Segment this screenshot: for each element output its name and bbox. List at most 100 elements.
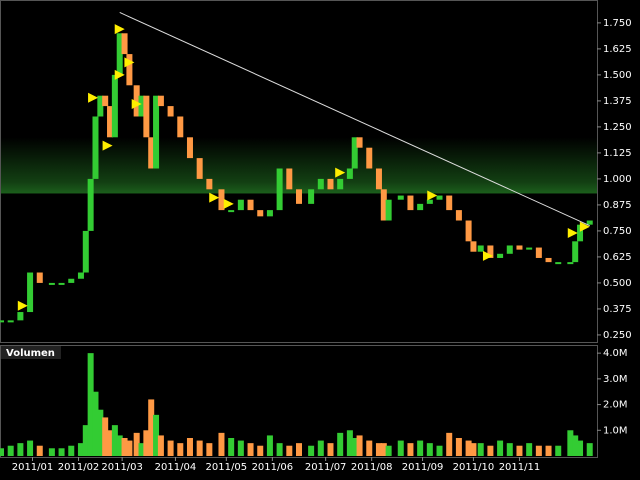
candle: [97, 95, 104, 117]
signal-marker: [335, 167, 346, 178]
signal-marker: [102, 140, 113, 151]
volume-bar: [121, 438, 128, 456]
volume-bar: [555, 445, 562, 456]
candle: [111, 74, 118, 138]
candle: [337, 178, 344, 190]
candle: [586, 220, 593, 225]
volume-bar: [366, 440, 373, 456]
volume-tick-label: 4.0M: [603, 348, 628, 359]
volume-bar: [426, 443, 433, 456]
signal-marker: [579, 221, 590, 232]
x-tick-label: 2011/02: [58, 462, 100, 473]
candle: [327, 178, 334, 190]
volume-bar: [0, 448, 4, 456]
volume-bar: [82, 425, 89, 456]
candle: [48, 282, 55, 285]
candle: [465, 220, 472, 242]
volume-bar: [247, 443, 254, 456]
volume-bar: [87, 353, 94, 456]
candle: [102, 95, 109, 107]
candle: [143, 95, 150, 138]
candle: [470, 241, 477, 252]
volume-bar: [487, 445, 494, 456]
candle: [177, 116, 184, 138]
candle: [82, 230, 89, 273]
y-tick-label: 1.500: [603, 70, 632, 81]
volume-label-box: [1, 346, 61, 359]
signal-marker: [114, 69, 125, 80]
candle: [68, 278, 75, 283]
y-tick-label: 1.250: [603, 122, 632, 133]
volume-tick-label: 1.0M: [603, 425, 628, 436]
volume-bar: [455, 438, 462, 456]
candle: [257, 210, 264, 217]
candle: [36, 272, 43, 283]
y-tick-label: 1.750: [603, 18, 632, 29]
candle: [186, 137, 193, 159]
candle: [567, 262, 574, 265]
candle: [477, 245, 484, 252]
y-tick-label: 0.250: [603, 330, 632, 341]
signal-marker: [567, 227, 578, 238]
candle: [148, 137, 155, 169]
volume-panel: [0, 345, 598, 458]
candle: [385, 199, 392, 221]
volume-bar: [102, 417, 109, 456]
candle: [138, 95, 145, 117]
signal-marker: [17, 300, 28, 311]
volume-bar: [446, 432, 453, 456]
candle: [167, 106, 174, 117]
signal-marker: [482, 250, 493, 261]
candle: [407, 195, 414, 211]
volume-bar: [133, 432, 140, 456]
candle: [455, 210, 462, 221]
candle: [526, 247, 533, 250]
volume-bar: [417, 440, 424, 456]
x-tick-label: 2011/07: [305, 462, 347, 473]
candle: [286, 168, 293, 190]
volume-bar: [92, 391, 99, 456]
volume-bar: [346, 430, 353, 456]
candle: [116, 33, 123, 75]
volume-bar: [535, 445, 542, 456]
signal-marker: [427, 190, 438, 201]
candle: [107, 106, 114, 138]
candle: [17, 312, 24, 321]
volume-bar: [572, 435, 579, 456]
x-tick-label: 2011/01: [12, 462, 54, 473]
candle: [308, 189, 315, 204]
x-tick-label: 2011/09: [402, 462, 444, 473]
volume-bar: [111, 425, 118, 456]
candle: [121, 33, 128, 55]
volume-bar: [465, 440, 472, 456]
candle: [92, 116, 99, 179]
volume-bar: [286, 445, 293, 456]
volume-bar: [296, 443, 302, 456]
candle: [296, 189, 302, 204]
volume-bar: [380, 443, 387, 456]
volume-bar: [356, 435, 363, 456]
volume-tick-label: 3.0M: [603, 374, 628, 385]
volume-bar: [148, 399, 155, 456]
volume-bar: [196, 440, 203, 456]
volume-bar: [17, 443, 24, 456]
volume-tick-label: 2.0M: [603, 400, 628, 411]
candle: [317, 178, 324, 190]
candle: [555, 262, 562, 265]
x-tick-label: 2011/11: [499, 462, 541, 473]
volume-bar: [77, 443, 84, 456]
volume-bar: [351, 438, 358, 456]
candle: [516, 245, 523, 250]
volume-bar: [228, 438, 235, 456]
x-tick-label: 2011/05: [206, 462, 248, 473]
volume-bar: [516, 445, 523, 456]
volume-bar: [206, 443, 213, 456]
volume-bar: [157, 435, 164, 456]
volume-bar: [48, 448, 55, 456]
volume-bar: [7, 445, 14, 456]
volume-bar: [308, 445, 315, 456]
volume-bar: [436, 445, 443, 456]
y-tick-label: 0.875: [603, 200, 632, 211]
